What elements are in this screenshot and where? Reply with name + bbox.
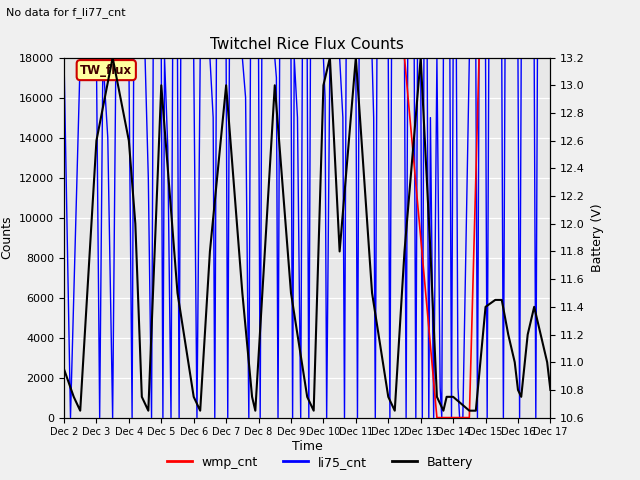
Legend: wmp_cnt, li75_cnt, Battery: wmp_cnt, li75_cnt, Battery	[162, 451, 478, 474]
X-axis label: Time: Time	[292, 440, 323, 453]
Title: Twitchel Rice Flux Counts: Twitchel Rice Flux Counts	[211, 37, 404, 52]
Text: No data for f_li77_cnt: No data for f_li77_cnt	[6, 7, 126, 18]
Text: TW_flux: TW_flux	[80, 64, 132, 77]
Y-axis label: Counts: Counts	[1, 216, 13, 259]
Y-axis label: Battery (V): Battery (V)	[591, 204, 604, 272]
